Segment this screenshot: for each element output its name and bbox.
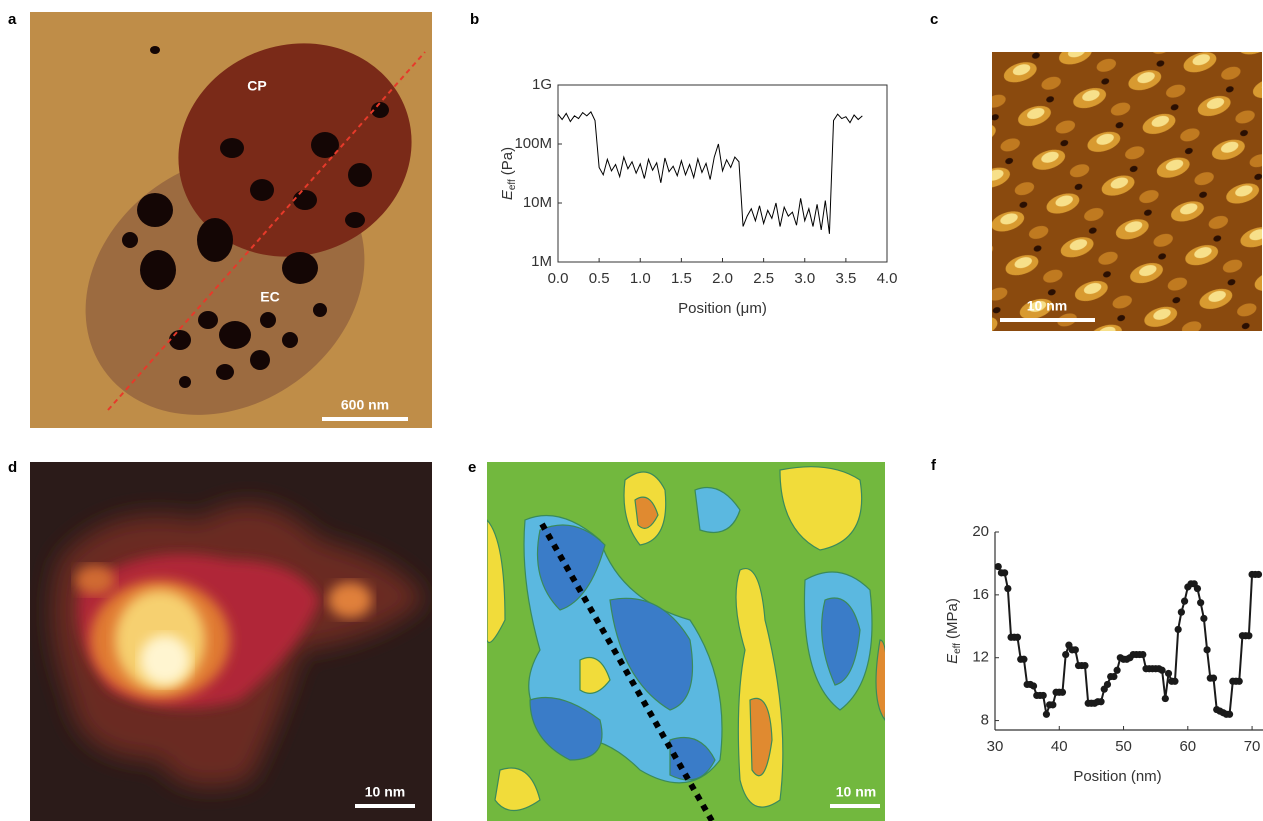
scale-bar-label: 600 nm [341, 397, 389, 413]
y-axis-title: Eeff(MPa) [944, 598, 963, 664]
x-tick-label: 2.5 [753, 270, 774, 287]
panel-label: a [8, 11, 17, 28]
region-label: EC [260, 289, 279, 305]
data-point [1200, 615, 1207, 622]
region-label: CP [247, 78, 266, 94]
y-tick-label: 12 [972, 649, 989, 666]
x-tick-label: 1.5 [671, 270, 692, 287]
y-axis-unit: (MPa) [944, 598, 961, 639]
data-point [1210, 675, 1217, 682]
y-tick-label: 100M [514, 135, 552, 152]
data-point [1059, 689, 1066, 696]
data-point [995, 563, 1002, 570]
plot-frame [558, 85, 887, 262]
data-point [1062, 651, 1069, 658]
x-tick-label: 3.0 [794, 270, 815, 287]
x-tick-label: 0.5 [589, 270, 610, 287]
x-tick-label: 1.0 [630, 270, 651, 287]
data-point [1197, 599, 1204, 606]
data-point [1043, 711, 1050, 718]
data-point [1110, 673, 1117, 680]
x-tick-label: 70 [1244, 738, 1261, 755]
panel-label: d [8, 459, 17, 476]
y-tick-label: 8 [981, 712, 989, 729]
data-point [1072, 646, 1079, 653]
x-axis-title: Position (nm) [1073, 768, 1161, 785]
data-point [1097, 698, 1104, 705]
data-point [1165, 670, 1172, 677]
afm-image-d [30, 462, 432, 821]
y-axis-subscript: eff [952, 643, 963, 654]
y-axis-unit: (Pa) [499, 147, 516, 175]
data-point [1020, 656, 1027, 663]
x-tick-label: 40 [1051, 738, 1068, 755]
data-point [1014, 634, 1021, 641]
y-tick-label: 1G [532, 76, 552, 93]
y-tick-label: 16 [972, 586, 989, 603]
x-tick-label: 0.0 [548, 270, 569, 287]
data-line [558, 112, 862, 234]
data-point [1171, 678, 1178, 685]
data-point [1181, 598, 1188, 605]
data-point [1255, 571, 1262, 578]
panel-label: c [930, 11, 938, 28]
x-tick-label: 2.0 [712, 270, 733, 287]
x-axis-title: Position (μm) [678, 300, 767, 317]
y-tick-label: 10M [523, 194, 552, 211]
x-tick-label: 4.0 [877, 270, 898, 287]
data-point [1114, 667, 1121, 674]
data-point [1040, 692, 1047, 699]
data-point [1004, 585, 1011, 592]
panel-label: e [468, 459, 476, 476]
data-point [1226, 711, 1233, 718]
data-point [1001, 569, 1008, 576]
data-point [1139, 651, 1146, 658]
data-point [1049, 701, 1056, 708]
data-point [1162, 695, 1169, 702]
data-point [1030, 682, 1037, 689]
contour-map-e [487, 462, 887, 821]
panel-label: f [931, 457, 937, 474]
afm-image-c [992, 52, 1262, 331]
data-point [1081, 662, 1088, 669]
y-tick-label: 1M [531, 253, 552, 270]
data-point [1245, 632, 1252, 639]
scale-bar-label: 10 nm [836, 784, 876, 800]
x-tick-label: 60 [1179, 738, 1196, 755]
data-point [1178, 609, 1185, 616]
scale-bar-label: 10 nm [365, 784, 405, 800]
data-point [1203, 646, 1210, 653]
data-point [1175, 626, 1182, 633]
data-point [1158, 667, 1165, 674]
x-tick-label: 30 [987, 738, 1004, 755]
data-point [1104, 681, 1111, 688]
x-tick-label: 50 [1115, 738, 1132, 755]
y-axis-title: Eeff(Pa) [499, 147, 518, 200]
x-tick-label: 3.5 [835, 270, 856, 287]
panel-label: b [470, 11, 479, 28]
figure: a CP EC 600 nm b c 10 nm d 10 nm [0, 0, 1263, 821]
y-tick-label: 20 [972, 523, 989, 540]
y-axis-subscript: eff [507, 179, 518, 190]
scale-bar-label: 10 nm [1027, 298, 1067, 314]
data-point [1236, 678, 1243, 685]
data-point [1194, 585, 1201, 592]
